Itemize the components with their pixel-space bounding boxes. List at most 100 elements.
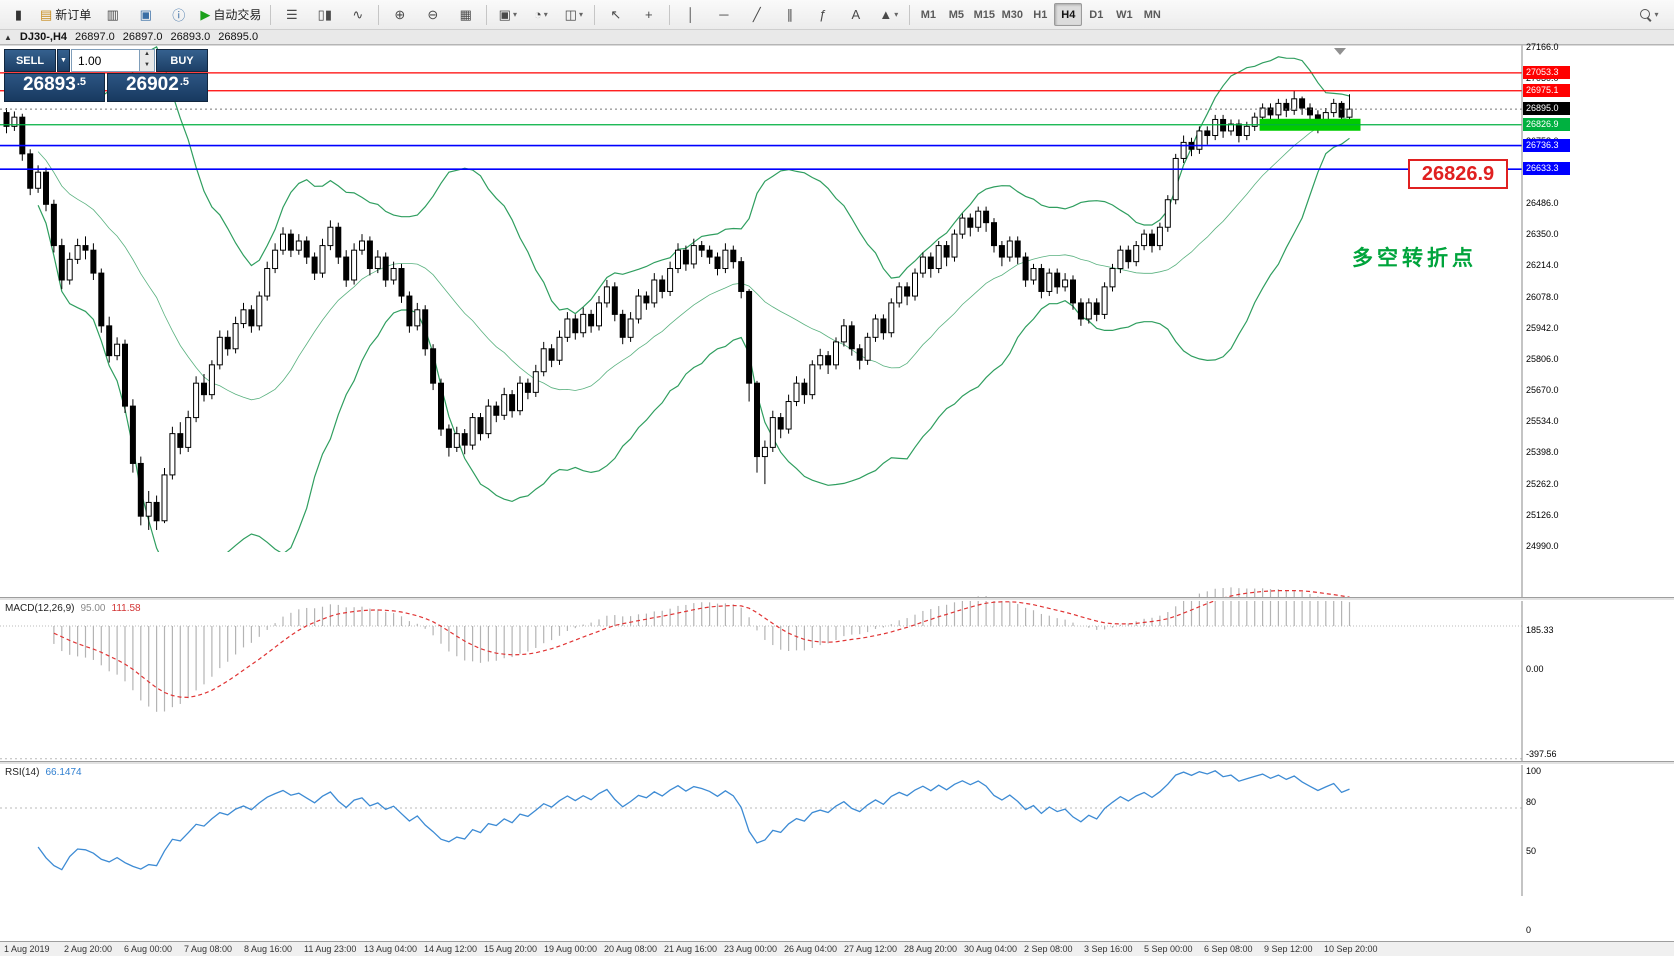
time-tick-label: 19 Aug 00:00 [544,944,598,954]
price-tick: 26214.0 [1526,260,1559,271]
trendline-icon: ╱ [752,6,761,22]
time-tick-label: 23 Aug 00:00 [724,944,778,954]
hline-icon: ─ [719,7,729,22]
price-tick: 26486.0 [1526,197,1559,208]
candlestick-icon: ▮ [14,6,23,22]
channel-icon: ∥ [786,6,794,22]
time-tick-label: 15 Aug 20:00 [484,944,538,954]
buy-button[interactable]: BUY [156,49,208,72]
fibonacci-button[interactable]: ƒ [807,2,838,27]
equidistant-channel-button[interactable]: ∥ [774,2,805,27]
line-chart-button[interactable]: ∿ [342,2,373,27]
data-window-button[interactable]: ⓘ [163,2,194,27]
pane-separator-macd[interactable] [0,597,1674,601]
candlestick-chart-button[interactable]: ▯▮ [309,2,340,27]
toolbar-separator [378,4,380,25]
ohlc-low: 26893.0 [170,31,211,43]
time-tick-label: 9 Sep 12:00 [1264,944,1313,954]
text-button[interactable]: A [840,2,871,27]
toolbar-separator [909,4,911,25]
volume-stepper: ▲ ▼ [139,50,154,71]
zoom-in-button[interactable]: ⊕ [384,2,415,27]
cursor-button[interactable]: ↖ [600,2,631,27]
symbol-expand-icon[interactable]: ▲ [4,32,12,42]
timeframe-h1-button[interactable]: H1 [1033,8,1048,21]
timeframe-w1-button[interactable]: W1 [1116,8,1133,21]
time-tick-label: 21 Aug 16:00 [664,944,718,954]
charts-profile-button[interactable]: ▥ [97,2,128,27]
price-tick: 25126.0 [1526,509,1559,520]
chevron-down-icon: ▾ [894,10,899,19]
new-chart-button[interactable]: ▣ ▾ [492,2,523,27]
zoom-out-button[interactable]: ⊖ [417,2,448,27]
price-tick: 25398.0 [1526,447,1559,458]
time-tick-label: 14 Aug 12:00 [424,944,478,954]
sell-button[interactable]: SELL [4,49,56,72]
sell-price: 26893 [22,74,76,95]
auto-trading-button[interactable]: ▶ 自动交易 [200,6,262,23]
timeframe-h4-button[interactable]: H4 [1054,3,1083,26]
chevron-down-icon: ▾ [543,10,548,19]
time-tick-label: 13 Aug 04:00 [364,944,418,954]
time-tick-label: 28 Aug 20:00 [904,944,958,954]
level-price-badge: 26975.1 [1523,83,1570,97]
chart-canvas[interactable]: SELL ▼ 1.00 ▲ ▼ BUY 26893 .5 26902 [0,42,1674,956]
tile-icon: ▦ [459,6,472,22]
template-icon: ◫ [564,6,577,22]
sell-price-panel[interactable]: 26893 .5 [4,73,105,102]
time-tick-label: 10 Sep 20:00 [1324,944,1378,954]
arrows-button[interactable]: ▲ ▾ [873,2,904,27]
timeframe-mn-button[interactable]: MN [1143,8,1161,21]
vertical-line-button[interactable]: │ [675,2,706,27]
new-order-button[interactable]: ▤ 新订单 [40,6,92,23]
crosshair-button[interactable]: + [633,2,664,27]
timeframe-m5-button[interactable]: M5 [948,8,964,21]
print-button[interactable]: ▣ [130,2,161,27]
chart-window-icon[interactable]: ▮ [3,2,34,27]
volume-up-button[interactable]: ▲ [140,50,154,61]
info-icon: ⓘ [172,8,186,23]
volume-dropdown-icon[interactable]: ▼ [57,49,70,72]
rsi-axis-0: 0 [1526,925,1532,935]
rsi-axis-50: 50 [1526,846,1537,856]
price-tick: 27166.0 [1526,42,1559,52]
tile-windows-button[interactable]: ▦ [450,2,481,27]
rsi-axis-100: 100 [1526,766,1542,776]
buy-price-panel[interactable]: 26902 .5 [107,73,208,102]
bar-chart-button[interactable]: ☰ [276,2,307,27]
chart-plus-icon: ▣ [498,6,511,22]
timeframe-d1-button[interactable]: D1 [1089,8,1104,21]
volume-value[interactable]: 1.00 [78,53,102,68]
cursor-icon: ↖ [610,6,622,22]
search-icon [1640,8,1652,21]
timeframe-m30-button[interactable]: M30 [1001,8,1024,21]
time-tick-label: 8 Aug 16:00 [244,944,293,954]
candles-icon: ▯▮ [317,6,332,22]
timeframe-m1-button[interactable]: M1 [920,8,936,21]
time-tick-label: 11 Aug 23:00 [304,944,357,954]
time-axis[interactable] [0,941,1674,956]
horizontal-line-button[interactable]: ─ [708,2,739,27]
time-tick-label: 1 Aug 2019 [4,944,50,954]
ohlc-high: 26897.0 [122,31,163,43]
template-button[interactable]: ◫ ▾ [558,2,589,27]
printer-icon: ▣ [139,6,152,22]
volume-input[interactable]: 1.00 ▲ ▼ [71,49,155,72]
period-button[interactable]: ◔ ▾ [525,2,556,27]
time-tick-label: 26 Aug 04:00 [784,944,838,954]
timeframe-m15-button[interactable]: M15 [973,8,996,21]
ohlc-close: 26895.0 [218,31,259,43]
price-level-callout: 26826.9 [1408,159,1508,189]
current-price-badge: 26895.0 [1523,102,1570,116]
trendline-button[interactable]: ╱ [741,2,772,27]
toolbar: ▮ ▤ 新订单 ▥ ▣ ⓘ ▶ 自动交易 ☰ ▯▮ ∿ ⊕ ⊖ ▦ ▣ ▾ ◔ ▾ ◫ ▾ ↖ + │ ─ ╱ ∥ ƒ A ▲ ▾ M1 M5… [0,0,1674,30]
time-tick-label: 20 Aug 08:00 [604,944,658,954]
order-doc-icon: ▤ [40,6,53,22]
crosshair-icon: + [645,7,653,22]
search-button[interactable]: ▾ [1634,2,1665,27]
folder-icon: ▥ [106,6,119,22]
pane-separator-rsi[interactable] [0,761,1674,765]
volume-down-button[interactable]: ▼ [140,60,154,71]
